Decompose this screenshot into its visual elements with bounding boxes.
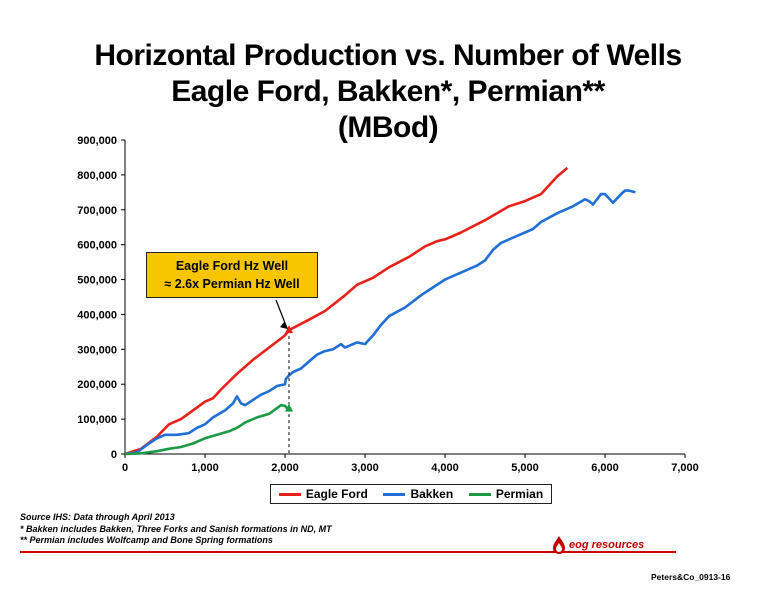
footnote-bakken: * Bakken includes Bakken, Three Forks an… xyxy=(20,523,332,534)
flame-drop-icon xyxy=(553,536,565,554)
logo-text: eog resources xyxy=(569,539,645,551)
chart-series-layer xyxy=(124,166,636,456)
chart-title: Horizontal Production vs. Number of Well… xyxy=(0,38,776,146)
y-tick-label: 400,000 xyxy=(77,309,117,321)
footer-divider xyxy=(20,551,676,553)
permian-marker xyxy=(285,403,293,412)
legend-item-bakken: Bakken xyxy=(383,487,453,501)
legend-label-permian: Permian xyxy=(495,487,544,501)
x-tick-label: 1,000 xyxy=(191,462,219,474)
source-note: Source IHS: Data through April 2013 xyxy=(20,512,175,522)
chart-legend: Eagle Ford Bakken Permian xyxy=(270,484,552,504)
x-tick-label: 5,000 xyxy=(511,462,539,474)
y-tick-label: 900,000 xyxy=(77,135,117,147)
legend-label-bakken: Bakken xyxy=(410,487,454,501)
callout-pointer-arrowhead xyxy=(280,322,288,330)
legend-swatch-permian xyxy=(468,492,491,496)
series-line-bakken xyxy=(124,189,636,456)
x-tick-label: 3,000 xyxy=(351,462,379,474)
legend-item-eagle-ford: Eagle Ford xyxy=(278,487,368,501)
title-line-2: Eagle Ford, Bakken*, Permian** xyxy=(171,75,605,108)
series-line-permian xyxy=(124,403,291,456)
slide-identifier: Peters&Co_0913-16 xyxy=(651,572,731,582)
footnote-permian: ** Permian includes Wolfcamp and Bone Sp… xyxy=(20,535,273,545)
y-tick-label: 0 xyxy=(111,449,117,461)
footnotes: Source IHS: Data through April 2013 * Ba… xyxy=(20,512,332,547)
chart-annotation-layer xyxy=(275,299,293,454)
eagle-ford-marker xyxy=(285,325,293,334)
callout-line-1: Eagle Ford Hz Well xyxy=(175,259,289,273)
x-tick-label: 7,000 xyxy=(671,462,699,474)
series-line-eagle-ford xyxy=(124,166,569,456)
callout-box: Eagle Ford Hz Well ≈ 2.6x Permian Hz Wel… xyxy=(146,252,318,298)
callout-pointer xyxy=(275,299,288,329)
x-tick-label: 2,000 xyxy=(271,462,299,474)
title-line-3: (MBod) xyxy=(337,111,439,144)
company-logo: eog resources xyxy=(552,536,644,554)
x-tick-label: 6,000 xyxy=(591,462,619,474)
y-tick-label: 300,000 xyxy=(77,344,117,356)
legend-swatch-bakken xyxy=(383,492,406,496)
legend-swatch-eagle-ford xyxy=(278,492,301,496)
x-tick-label: 4,000 xyxy=(431,462,459,474)
legend-label-eagle-ford: Eagle Ford xyxy=(305,487,368,501)
y-tick-label: 200,000 xyxy=(77,379,117,391)
legend-item-permian: Permian xyxy=(468,487,544,501)
chart-axes: 0 100,000 200,000 300,000 400,000 500,000 600,… xyxy=(77,135,699,474)
y-tick-label: 700,000 xyxy=(77,205,117,217)
y-tick-label: 600,000 xyxy=(77,240,117,252)
y-tick-label: 500,000 xyxy=(77,275,117,287)
y-tick-label: 100,000 xyxy=(77,414,117,426)
x-tick-label: 0 xyxy=(122,462,128,474)
y-tick-label: 800,000 xyxy=(77,170,117,182)
callout-line-2: ≈ 2.6x Permian Hz Well xyxy=(164,277,300,291)
title-line-1: Horizontal Production vs. Number of Well… xyxy=(94,39,682,72)
